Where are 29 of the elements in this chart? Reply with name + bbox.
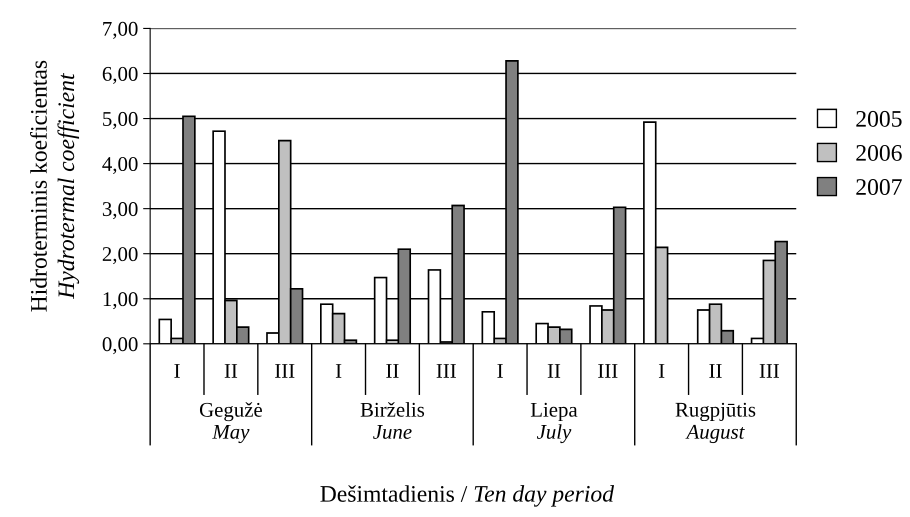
text: Liepa July bbox=[530, 402, 578, 444]
y-tick-label: 0,00 bbox=[102, 337, 138, 354]
x-tick-label: III bbox=[436, 364, 456, 378]
x-tick-label: I bbox=[174, 364, 180, 378]
x-axis-title: Dešimtadienis / Ten day period bbox=[320, 485, 614, 507]
y-axis-title: Hidroterminis koeficientas Hydrotermal coefficient bbox=[30, 60, 80, 312]
x-tick-label: II bbox=[224, 364, 238, 378]
y-tick-label: 6,00 bbox=[102, 66, 138, 84]
y-tick-label: 4,00 bbox=[102, 156, 138, 174]
x-tick-label: I bbox=[497, 364, 503, 378]
x-tick-label: I bbox=[336, 364, 342, 378]
text: Rugpjūtis August bbox=[676, 402, 756, 444]
text: Gegužė May bbox=[200, 402, 262, 444]
x-tick-label: III bbox=[760, 364, 780, 378]
x-tick-label: II bbox=[386, 364, 399, 378]
x-tick-label: III bbox=[275, 364, 294, 378]
x-tick-label: II bbox=[548, 364, 560, 378]
y-tick-label: 1,00 bbox=[104, 292, 138, 310]
legend-label: 2007 bbox=[856, 179, 902, 195]
x-tick-label: II bbox=[709, 364, 722, 378]
x-tick-label: III bbox=[598, 364, 618, 378]
legend-label: 2006 bbox=[856, 144, 902, 161]
y-tick-label: 2,00 bbox=[102, 247, 138, 264]
y-tick-label: 5,00 bbox=[103, 112, 138, 129]
legend-label: 2005 bbox=[856, 110, 902, 127]
y-tick-label: 7,00 bbox=[103, 22, 138, 39]
y-tick-label: 3,00 bbox=[102, 202, 138, 220]
text: Birželis June bbox=[360, 402, 424, 439]
x-tick-label: I bbox=[658, 364, 664, 378]
